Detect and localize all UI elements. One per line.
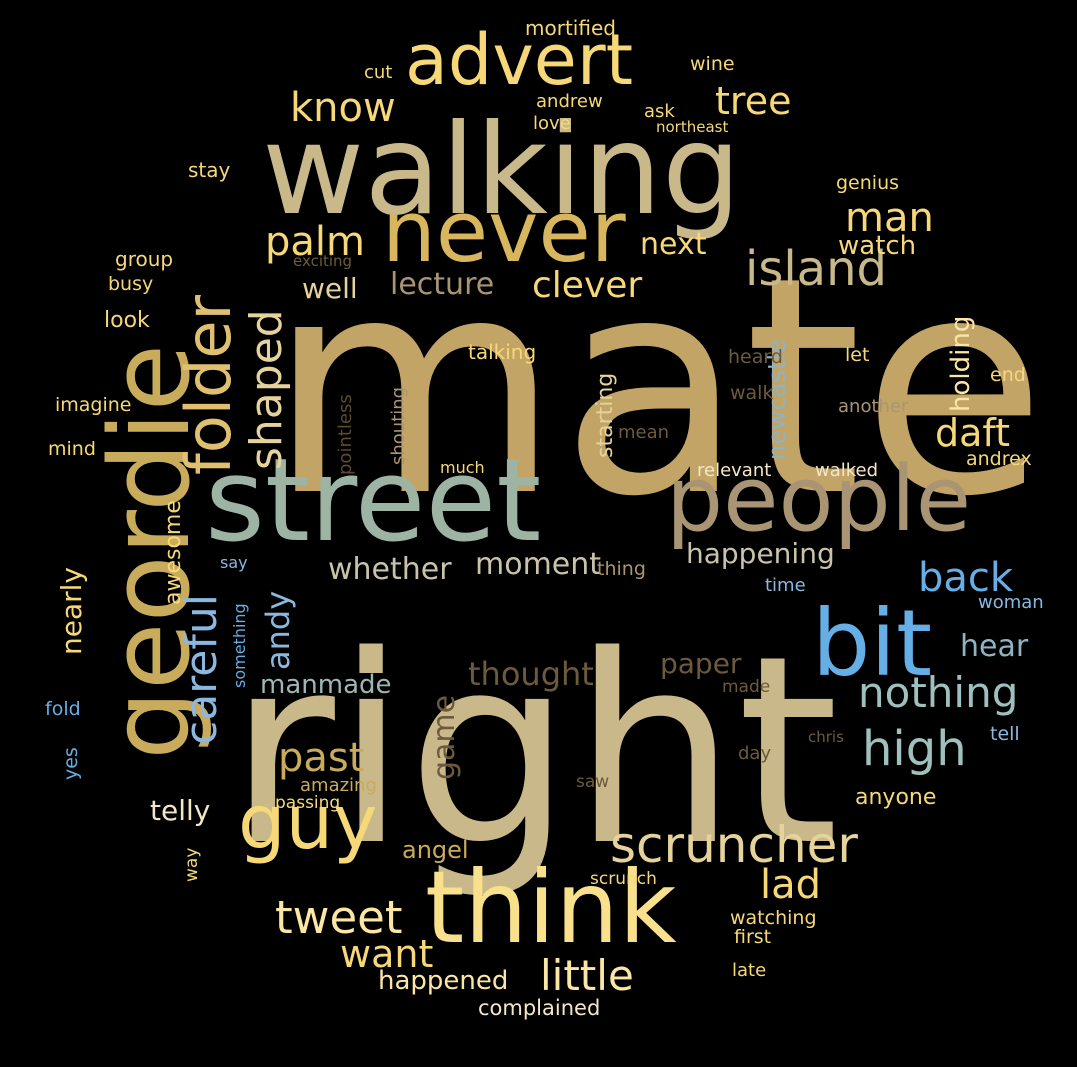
word-little: little: [540, 951, 634, 1000]
word-never: never: [382, 183, 626, 282]
word-mortified: mortified: [525, 16, 616, 40]
word-busy: busy: [108, 273, 154, 295]
word-cut: cut: [364, 62, 393, 83]
word-love: love: [533, 113, 571, 134]
word-watch: watch: [838, 231, 917, 261]
word-happening: happening: [686, 537, 835, 570]
word-woman: woman: [978, 592, 1044, 613]
word-bit: bit: [812, 590, 933, 697]
word-much: much: [440, 458, 485, 477]
word-made: made: [722, 677, 771, 697]
word-fold: fold: [45, 698, 81, 720]
word-mind: mind: [48, 438, 96, 460]
word-walking: walking: [262, 98, 742, 243]
word-street: street: [205, 434, 542, 568]
word-hear: hear: [960, 629, 1029, 664]
word-end: end: [990, 364, 1026, 386]
word-genius: genius: [836, 172, 900, 194]
word-tweet: tweet: [275, 891, 403, 944]
word-amazing: amazing: [300, 775, 377, 796]
word-game: game: [427, 694, 462, 780]
word-well: well: [302, 272, 358, 305]
word-northeast: northeast: [656, 118, 729, 136]
word-look: look: [104, 308, 150, 333]
word-wine: wine: [690, 53, 735, 75]
word-late: late: [732, 960, 767, 981]
word-nearly: nearly: [55, 567, 88, 655]
word-lecture: lecture: [390, 267, 495, 302]
word-tell: tell: [990, 723, 1020, 745]
word-back: back: [918, 555, 1014, 601]
word-right: right: [228, 601, 839, 903]
word-relevant: relevant: [697, 460, 772, 481]
word-say: say: [220, 553, 248, 572]
word-talking: talking: [468, 340, 537, 364]
word-something: something: [230, 603, 249, 688]
word-andy: andy: [259, 590, 297, 670]
word-first: first: [734, 926, 772, 948]
word-happened: happened: [378, 966, 509, 996]
word-time: time: [765, 575, 806, 596]
word-past: past: [278, 735, 365, 781]
word-folder: folder: [172, 295, 245, 475]
word-careful: careful: [176, 594, 227, 745]
word-walked: walked: [815, 460, 879, 481]
word-telly: telly: [150, 794, 211, 827]
word-chris: chris: [808, 728, 844, 746]
word-next: next: [640, 227, 707, 262]
word-manmade: manmade: [260, 670, 392, 700]
word-let: let: [845, 344, 870, 366]
word-ask: ask: [644, 101, 675, 122]
word-angel: angel: [402, 836, 469, 864]
word-advert: advert: [405, 19, 634, 101]
word-scrunch: scrunch: [590, 869, 657, 889]
word-pointless: pointless: [335, 394, 356, 475]
word-watching: watching: [730, 907, 817, 929]
word-andrew: andrew: [536, 91, 603, 112]
word-nothing: nothing: [858, 668, 1019, 717]
word-lad: lad: [760, 862, 822, 908]
word-passing: passing: [275, 793, 341, 813]
word-island: island: [745, 241, 887, 297]
word-shouting: shouting: [388, 386, 409, 465]
word-scruncher: scruncher: [610, 816, 858, 874]
word-awesome: awesome: [161, 500, 186, 605]
word-high: high: [862, 721, 967, 777]
word-tree: tree: [715, 79, 792, 123]
word-mean: mean: [618, 422, 670, 443]
word-holding: holding: [946, 315, 976, 412]
word-another: another: [838, 396, 909, 417]
word-walk: walk: [730, 382, 774, 404]
word-thing: thing: [597, 558, 646, 580]
word-stay: stay: [188, 158, 231, 182]
word-daft: daft: [935, 411, 1011, 455]
word-yes: yes: [60, 747, 82, 780]
word-way: way: [182, 847, 202, 882]
word-palm: palm: [265, 219, 365, 265]
word-imagine: imagine: [55, 394, 132, 416]
word-people: people: [666, 447, 972, 552]
word-starting: starting: [593, 372, 618, 458]
word-exciting: exciting: [293, 252, 353, 270]
word-paper: paper: [660, 647, 742, 680]
word-thought: thought: [468, 655, 594, 693]
word-moment: moment: [475, 547, 602, 582]
word-complained: complained: [478, 996, 601, 1020]
word-mate: mate: [268, 213, 1047, 562]
word-group: group: [115, 247, 174, 271]
word-clever: clever: [532, 265, 643, 306]
word-andrex: andrex: [966, 448, 1032, 470]
word-want: want: [340, 932, 434, 976]
word-know: know: [290, 85, 396, 131]
word-guy: guy: [238, 778, 378, 866]
word-saw: saw: [576, 772, 610, 792]
word-day: day: [738, 743, 772, 764]
word-heard: heard: [728, 346, 783, 368]
word-shaped: shaped: [241, 309, 292, 470]
word-man: man: [845, 195, 934, 241]
word-whether: whether: [328, 552, 452, 587]
word-anyone: anyone: [855, 785, 937, 810]
word-think: think: [425, 849, 677, 966]
